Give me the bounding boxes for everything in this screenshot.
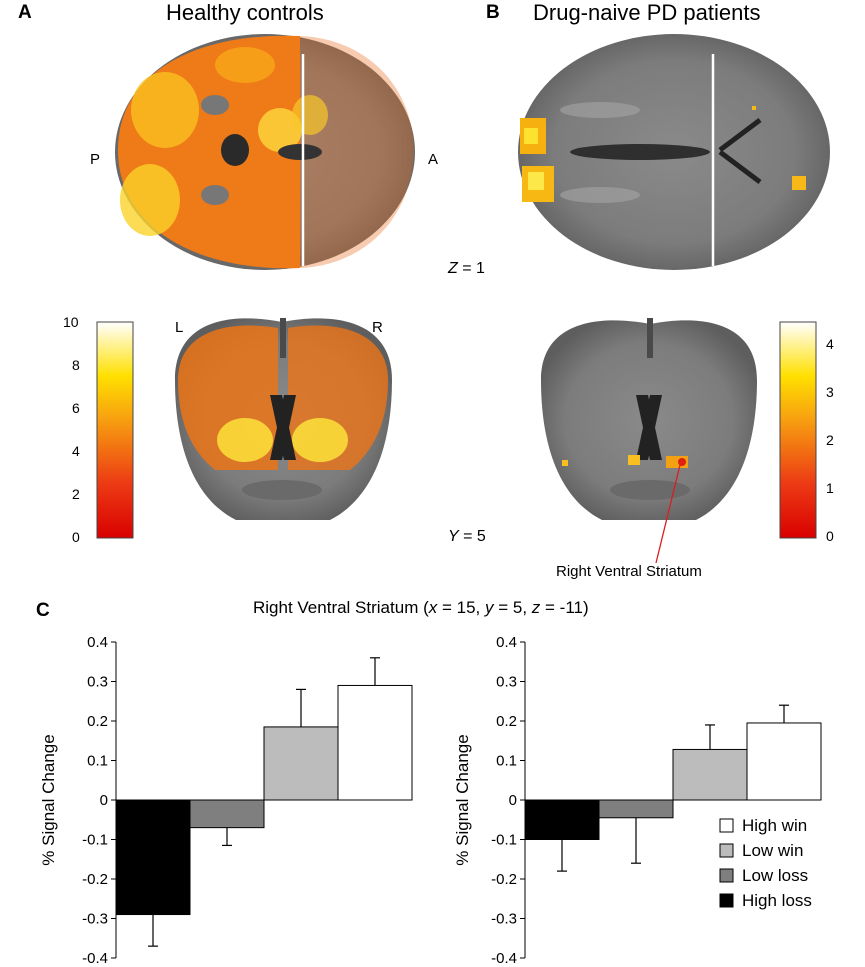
y-tick-label: 0.3: [496, 674, 517, 691]
roi-z: -11: [559, 598, 583, 617]
controls-axial-slice: [115, 34, 415, 270]
panel-letter-a: A: [18, 2, 32, 23]
colorbar-tick: 10: [63, 314, 79, 330]
y-tick-label: -0.4: [82, 950, 108, 967]
bar-low-loss: [189, 799, 265, 829]
colorbar-tick: 6: [72, 400, 80, 416]
y-tick-label: -0.2: [82, 871, 108, 888]
panel-letter-b: B: [486, 2, 500, 23]
slice-value: 5: [476, 528, 486, 545]
panel-title-controls: Healthy controls: [166, 0, 324, 25]
roi-y: 5: [512, 598, 523, 617]
legend-label: Low win: [742, 841, 803, 860]
panel-title-patients: Drug-naive PD patients: [533, 0, 761, 25]
colorbar-tick: 2: [72, 486, 80, 502]
legend-label: Low loss: [742, 866, 808, 885]
colorbar-tick: 2: [826, 432, 834, 448]
colorbar-tick: 3: [826, 384, 834, 400]
y-tick-label: -0.3: [491, 911, 517, 928]
legend-swatch: [719, 843, 734, 858]
y-tick-label: 0.2: [87, 713, 108, 730]
y-tick-label: 0.3: [87, 674, 108, 691]
controls-coronal-slice: [175, 318, 392, 520]
roi-x: 15: [456, 598, 476, 617]
y-tick-label: 0: [509, 792, 517, 809]
colorbar-tick: 8: [72, 357, 80, 373]
legend-swatch: [719, 868, 734, 883]
roi-title: Right Ventral Striatum (x = 15, y = 5, z…: [253, 598, 589, 617]
bar-charts: 0.4 0.3 0.2 0.1 0 -0.1 -0.2 -0.3 -0.4 % Signal Ch…: [39, 634, 822, 967]
y-tick-label: 0.1: [496, 753, 517, 770]
y-axis-label: % Signal Change: [453, 734, 472, 865]
y-tick-label: -0.1: [82, 832, 108, 849]
y-tick-label: 0.4: [87, 634, 108, 651]
y-tick-label: 0.1: [87, 753, 108, 770]
y-tick-label: 0.4: [496, 634, 517, 651]
legend-label: High win: [742, 816, 807, 835]
colorbar-tick: 0: [826, 528, 834, 544]
slice-value: 1: [476, 260, 485, 277]
bar-low-win: [672, 748, 748, 801]
orientation-right: R: [372, 319, 383, 336]
bar-high-win: [337, 684, 413, 801]
y-tick-label: 0: [100, 792, 108, 809]
activation-blob: [628, 455, 640, 465]
bar-low-win: [263, 726, 339, 801]
slice-label-coronal: Y = 5: [448, 528, 486, 545]
bar-low-loss: [598, 799, 674, 819]
y-axis-label: % Signal Change: [39, 734, 58, 865]
colorbar-tick: 4: [826, 336, 834, 352]
y-tick-label: -0.3: [82, 911, 108, 928]
slice-axis: Z: [448, 260, 458, 277]
y-tick-label: -0.2: [491, 871, 517, 888]
orientation-anterior: A: [428, 151, 438, 168]
slice-axis: Y: [448, 528, 459, 545]
colorbar-tick: 1: [826, 480, 834, 496]
bar-high-loss: [524, 799, 600, 840]
y-tick-label: -0.1: [491, 832, 517, 849]
legend-label: High loss: [742, 891, 812, 910]
bar-high-win: [746, 722, 822, 801]
orientation-left: L: [175, 319, 183, 336]
bar-high-loss: [115, 799, 191, 916]
colorbar-tick: 4: [72, 443, 80, 459]
brain-figure: P A L R: [90, 34, 830, 564]
panel-letter-c: C: [36, 600, 50, 621]
colorbar-controls: [96, 321, 134, 539]
y-tick-label: -0.4: [491, 950, 517, 967]
legend-swatch: [719, 818, 734, 833]
activation-blob: [792, 176, 806, 190]
striatum-label: Right Ventral Striatum: [556, 563, 702, 580]
roi-name: Right Ventral Striatum: [253, 598, 419, 617]
legend-swatch: [719, 893, 734, 908]
striatum-pointer: [655, 464, 681, 564]
slice-label-axial: Z = 1: [448, 260, 485, 277]
orientation-posterior: P: [90, 151, 100, 168]
colorbar-patients: [779, 321, 817, 539]
colorbar-tick: 0: [72, 529, 80, 545]
patients-coronal-slice: [541, 318, 757, 520]
y-tick-label: 0.2: [496, 713, 517, 730]
patients-axial-slice: [518, 34, 830, 270]
